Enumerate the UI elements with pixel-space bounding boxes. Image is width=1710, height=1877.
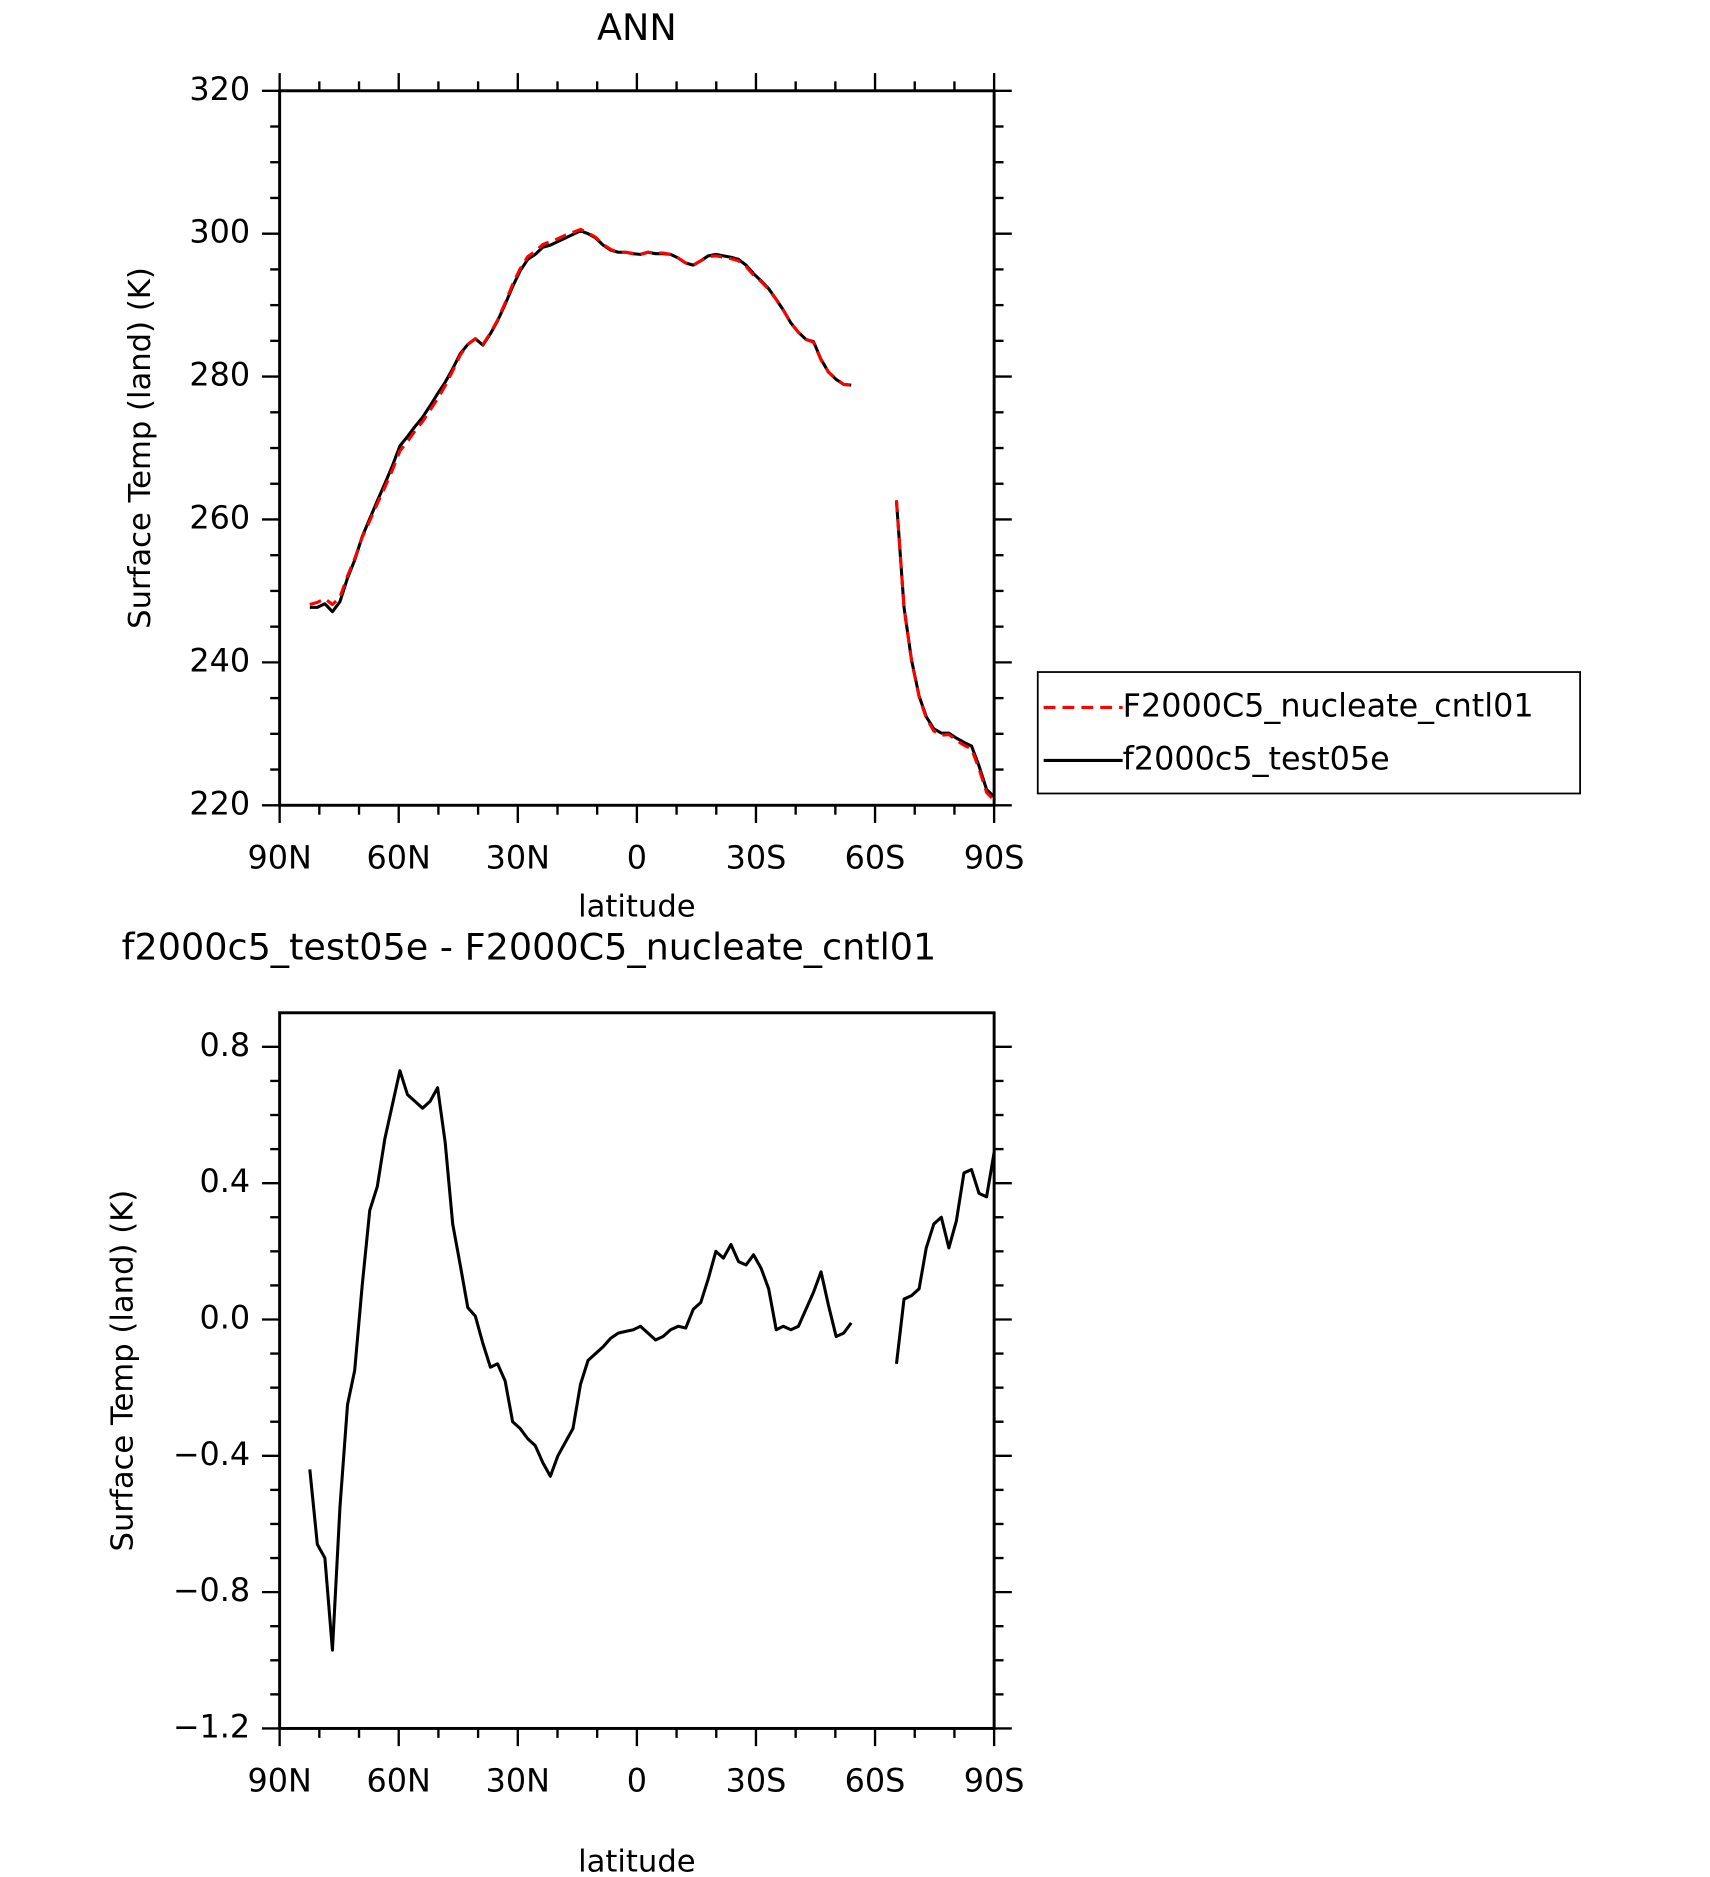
x-tick-label: 90S bbox=[964, 1762, 1025, 1800]
x-tick-label: 60S bbox=[845, 1762, 906, 1800]
x-tick-label: 30N bbox=[486, 1762, 550, 1800]
x-tick-label: 30S bbox=[726, 1762, 787, 1800]
legend-box bbox=[1036, 671, 1581, 795]
x-tick-label: 0 bbox=[627, 1762, 647, 1800]
y-axis-label: Surface Temp (land) (K) bbox=[123, 267, 158, 629]
y-tick-label: 0.4 bbox=[200, 1162, 251, 1200]
y-tick-label: 240 bbox=[189, 641, 250, 679]
x-tick-label: 60S bbox=[845, 839, 906, 877]
x-tick-label: 0 bbox=[627, 839, 647, 877]
x-tick-label: 60N bbox=[367, 1762, 431, 1800]
x-tick-label: 60N bbox=[367, 839, 431, 877]
y-tick-label: 280 bbox=[189, 356, 250, 394]
chart: ANN latitude Surface Temp (land) (K) 90N 60N… bbox=[123, 6, 1581, 924]
y-tick-label: 0.0 bbox=[200, 1298, 251, 1336]
x-tick-label: 30N bbox=[486, 839, 550, 877]
legend-label: f2000c5_test05e bbox=[1123, 739, 1390, 777]
y-tick-label: −0.4 bbox=[173, 1435, 250, 1473]
data-line bbox=[308, 1069, 996, 1652]
data-line bbox=[309, 229, 996, 798]
chart-title: ANN bbox=[597, 6, 677, 49]
x-axis-label: latitude bbox=[578, 1844, 696, 1877]
x-tick-label: 30S bbox=[726, 839, 787, 877]
y-tick-label: −1.2 bbox=[173, 1707, 250, 1745]
y-tick-label: 260 bbox=[189, 498, 250, 536]
x-tick-label: 90N bbox=[247, 839, 311, 877]
x-axis-label: latitude bbox=[578, 889, 696, 924]
y-tick-label: 220 bbox=[189, 784, 250, 822]
legend-label: F2000C5_nucleate_cntl01 bbox=[1123, 686, 1534, 724]
chart: f2000c5_test05e - F2000C5_nucleate_cntl0… bbox=[106, 926, 1025, 1877]
y-tick-label: 300 bbox=[189, 213, 250, 251]
plot-frame bbox=[278, 1011, 996, 1730]
x-tick-label: 90S bbox=[964, 839, 1025, 877]
x-tick-label: 90N bbox=[247, 1762, 311, 1800]
chart-title: f2000c5_test05e - F2000C5_nucleate_cntl0… bbox=[122, 926, 937, 969]
y-tick-label: −0.8 bbox=[173, 1571, 250, 1609]
y-tick-label: 0.8 bbox=[200, 1026, 251, 1064]
y-tick-label: 320 bbox=[189, 70, 250, 108]
y-axis-label: Surface Temp (land) (K) bbox=[106, 1190, 141, 1552]
plot-frame bbox=[278, 89, 996, 807]
data-line bbox=[309, 227, 996, 802]
